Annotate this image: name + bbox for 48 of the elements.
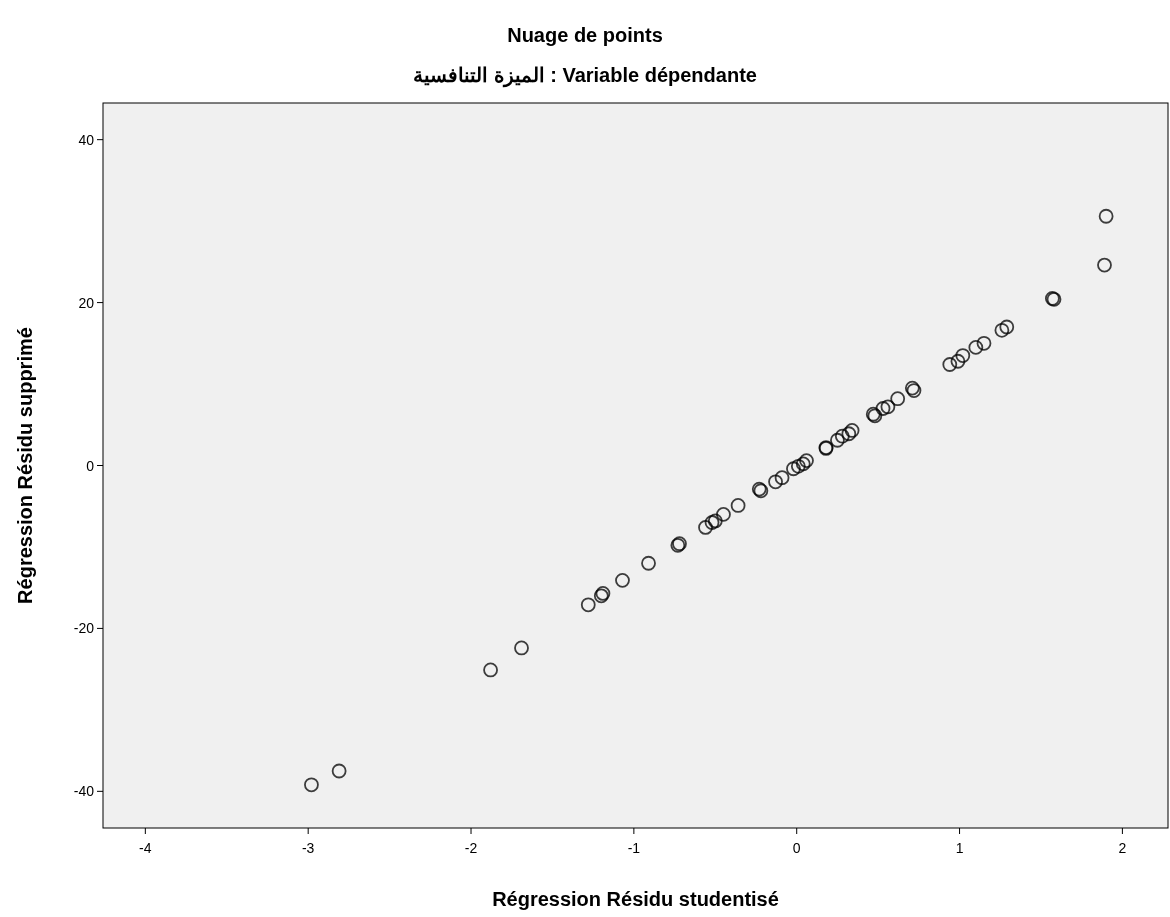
point	[994, 322, 1010, 338]
x-tick-label: -2	[464, 840, 478, 856]
point	[641, 555, 656, 571]
y-tick-label: 0	[86, 457, 95, 474]
x-tick-label: -3	[301, 840, 315, 856]
point	[580, 597, 596, 613]
point	[730, 498, 746, 513]
point	[844, 423, 860, 438]
point	[890, 391, 906, 407]
y-tick-label: -40	[73, 783, 95, 800]
point	[795, 456, 811, 472]
x-tick-label: 0	[792, 840, 801, 856]
x-tick-label: -1	[627, 840, 641, 856]
point	[834, 428, 850, 444]
point	[1098, 208, 1114, 224]
point	[331, 763, 347, 779]
point	[950, 353, 966, 369]
point	[514, 640, 529, 656]
x-axis-title: Régression Résidu studentisé	[492, 888, 779, 910]
point	[999, 319, 1015, 335]
point	[698, 520, 713, 535]
x-tick-label: 1	[955, 840, 964, 856]
point	[768, 474, 783, 490]
point	[968, 339, 984, 355]
point	[880, 399, 896, 415]
x-tick-label: -4	[139, 840, 152, 856]
point	[799, 453, 814, 469]
point	[841, 426, 857, 442]
point	[942, 357, 958, 372]
point	[304, 777, 319, 793]
point	[483, 662, 498, 678]
y-tick-label: 20	[78, 294, 95, 311]
point	[830, 432, 845, 448]
point	[955, 348, 971, 363]
point	[790, 458, 806, 474]
y-tick-label: -20	[73, 620, 95, 637]
point	[716, 506, 731, 522]
chart-title: Nuage de points	[507, 24, 663, 46]
point	[786, 461, 801, 477]
x-tick-label: 2	[1118, 840, 1127, 856]
point	[615, 572, 630, 588]
point	[875, 401, 891, 416]
point	[1097, 257, 1112, 273]
y-axis-title: Régression Résidu supprimé	[14, 327, 36, 604]
point	[976, 335, 992, 351]
y-tick-label: 40	[78, 131, 95, 148]
point	[774, 470, 790, 486]
chart-subtitle: Variable dépendante : الميزة التنافسية	[413, 64, 757, 88]
